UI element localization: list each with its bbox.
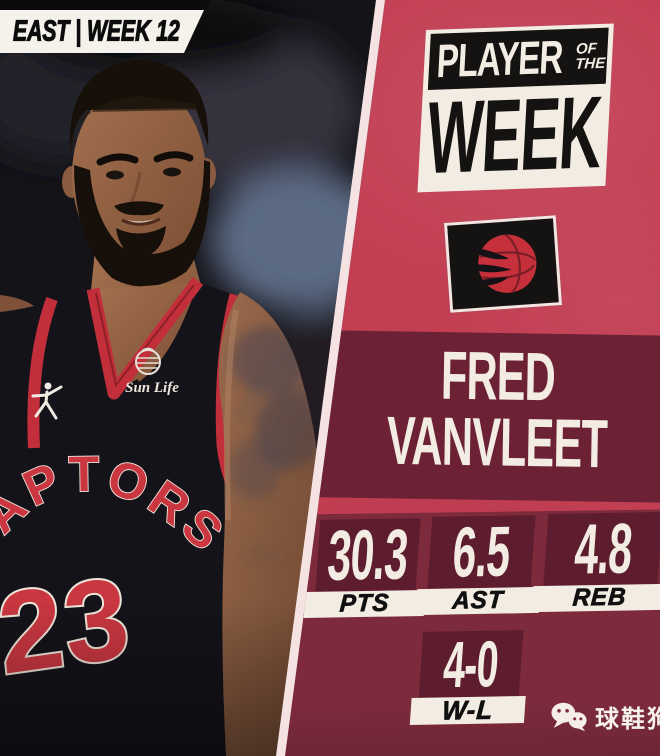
potw-week-block: WEEK [423,76,606,196]
player-name-band: FRED VANVLEET [300,329,660,504]
stat-assists-value: 6.5 [450,511,513,593]
record-strip: W-L [409,694,526,726]
stat-assists: 6.5 AST [415,512,541,616]
record-label: W-L [441,694,495,726]
stat-assists-strip: AST [415,586,541,616]
stat-assists-label: AST [451,586,505,615]
stat-rebounds-label: REB [571,583,628,612]
eyebrow [153,151,194,163]
armhole-trim-left [27,296,58,449]
watermark-text: 球鞋狗 [595,706,660,733]
eyebrow [96,153,139,166]
neck-trim [86,277,204,400]
stat-points: 30.3 PTS [303,515,426,619]
stat-rebounds-value: 4.8 [571,508,635,590]
wechat-icon [551,702,587,732]
player-of-the-week-badge: PLAYER OF THE WEEK [417,23,614,196]
stat-rebounds-strip: REB [531,583,660,613]
record-win-loss: 4-0 W-L [409,627,526,726]
player-last-name: VANVLEET [385,403,608,483]
stat-points-strip: PTS [303,589,426,619]
beard [74,160,211,287]
potw-the: THE [574,54,606,73]
east-week-badge-shadow [0,0,212,11]
east-week-badge: EAST | WEEK 12 [0,10,204,53]
stat-points-box: 30.3 [315,515,421,595]
stat-rebounds: 4.8 REB [531,509,660,613]
record-value: 4-0 [441,626,501,702]
mustache [114,201,164,216]
raptors-claw-icon [463,233,537,294]
sponsor-text: Sun Life [125,380,179,396]
potw-week-text: WEEK [424,76,605,196]
jumpman-icon [31,382,63,420]
east-week-label: EAST | WEEK 12 [13,14,180,47]
sponsor-patch: Sun Life [125,347,179,396]
stat-points-value: 30.3 [325,514,411,596]
eye [163,167,181,177]
watermark: 球鞋狗 [550,699,660,734]
eye [106,170,124,180]
record-box: 4-0 [418,627,524,701]
smile [121,217,161,226]
player-head [62,60,216,287]
stat-assists-box: 6.5 [427,512,536,592]
potw-of-the-text: OF THE [574,40,607,73]
stat-rebounds-box: 4.8 [543,509,660,589]
stat-points-label: PTS [338,589,391,618]
raptors-claw-logo [443,215,563,313]
